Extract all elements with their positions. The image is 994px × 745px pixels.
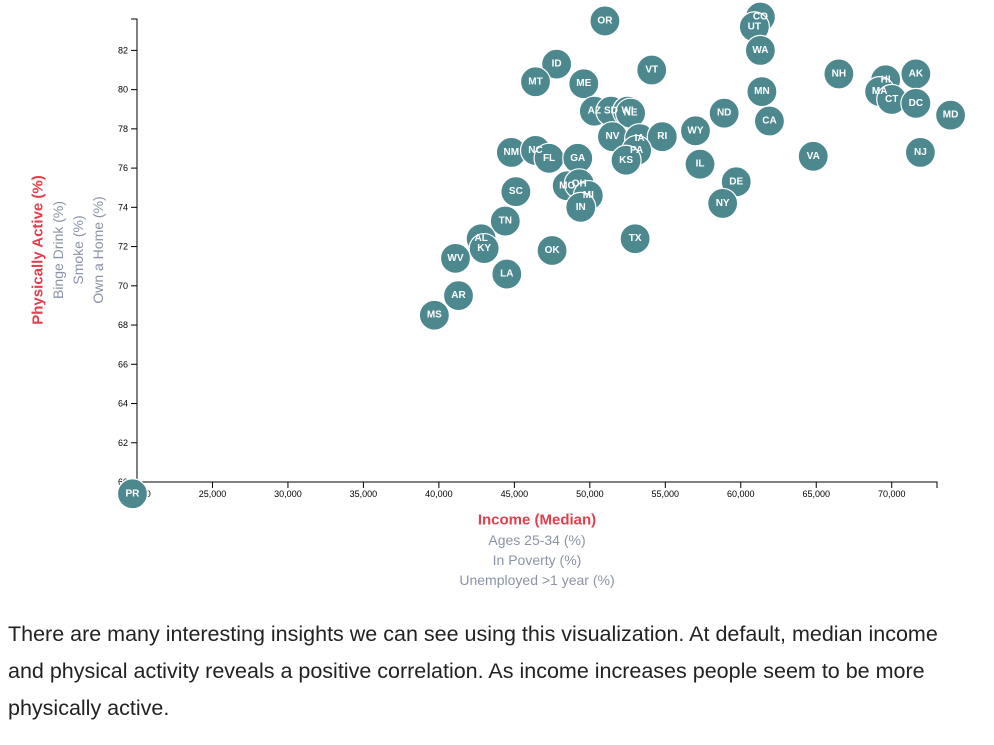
state-dot-pr[interactable]	[116, 478, 149, 510]
state-dot-fl[interactable]	[533, 142, 565, 174]
y-tick-label: 82	[118, 45, 128, 55]
state-dot-vt[interactable]	[636, 54, 668, 86]
y-axis-option-2[interactable]: Binge Drink (%)	[50, 201, 66, 299]
state-dot-ca[interactable]	[753, 105, 786, 137]
x-axis-option-1[interactable]: Income (Median)	[478, 512, 596, 529]
y-tick: 68	[118, 320, 137, 330]
x-tick: 65,000	[802, 482, 830, 499]
x-tick-label: 45,000	[501, 489, 529, 499]
y-tick: 62	[118, 438, 137, 448]
state-dot-ri[interactable]	[646, 121, 678, 153]
state-dot-sc[interactable]	[500, 176, 532, 208]
x-axis: 20,00025,00030,00035,00040,00045,00050,0…	[123, 481, 938, 499]
y-axis-label-group: Physically Active (%) Binge Drink (%) Smok…	[30, 175, 107, 325]
x-tick-label: 55,000	[652, 489, 680, 499]
state-dot-tn[interactable]	[489, 205, 521, 237]
x-tick: 25,000	[199, 482, 227, 499]
state-dot-ny[interactable]	[707, 187, 739, 220]
x-tick-label: 40,000	[425, 489, 453, 499]
data-points	[116, 1, 967, 510]
x-tick: 50,000	[576, 482, 604, 499]
state-dot-mn[interactable]	[746, 75, 778, 108]
x-tick-label: 60,000	[727, 489, 755, 499]
state-dot-me[interactable]	[568, 68, 600, 100]
y-tick-label: 66	[118, 359, 128, 369]
x-tick: 40,000	[425, 482, 453, 499]
x-axis-option-3[interactable]: In Poverty (%)	[493, 552, 582, 568]
y-tick: 78	[118, 124, 137, 134]
y-tick-label: 70	[118, 281, 128, 291]
state-dot-ms[interactable]	[418, 299, 450, 331]
y-tick-label: 74	[118, 202, 128, 212]
y-tick: 76	[118, 163, 137, 173]
x-tick-label: 35,000	[350, 489, 378, 499]
x-axis-option-4[interactable]: Unemployed >1 year (%)	[459, 572, 614, 588]
state-dot-id[interactable]	[541, 48, 573, 80]
x-tick-label: 65,000	[802, 489, 830, 499]
x-tick-label: 30,000	[274, 489, 302, 499]
y-tick: 72	[118, 242, 137, 252]
y-tick: 74	[118, 202, 137, 212]
x-tick: 60,000	[727, 482, 755, 499]
y-tick-label: 62	[118, 438, 128, 448]
state-dot-wy[interactable]	[679, 115, 712, 147]
y-axis: 606264666870727476788082	[118, 18, 138, 487]
y-tick-label: 72	[118, 242, 128, 252]
x-tick-label: 25,000	[199, 489, 227, 499]
y-axis-option-3[interactable]: Smoke (%)	[70, 215, 86, 284]
state-dot-dc[interactable]	[900, 87, 932, 119]
x-tick: 45,000	[501, 482, 529, 499]
x-tick-label: 70,000	[878, 489, 906, 499]
x-tick: 35,000	[350, 482, 378, 499]
state-dot-il[interactable]	[684, 148, 716, 180]
x-tick-label: 50,000	[576, 489, 604, 499]
x-tick: 55,000	[652, 482, 680, 499]
state-dot-la[interactable]	[491, 258, 523, 290]
state-dot-in[interactable]	[565, 191, 597, 223]
y-tick: 66	[118, 359, 137, 369]
y-tick: 80	[118, 85, 137, 95]
x-axis-label-group: Income (Median) Ages 25-34 (%) In Poverty …	[459, 512, 614, 589]
state-dot-ks[interactable]	[610, 144, 642, 176]
state-dot-md[interactable]	[934, 99, 967, 131]
x-axis-line	[136, 481, 938, 488]
description-text: There are many interesting insights we c…	[8, 622, 938, 720]
state-dot-mt[interactable]	[519, 66, 552, 98]
state-dot-or[interactable]	[589, 5, 621, 37]
state-dot-nj[interactable]	[904, 136, 936, 169]
x-tick: 30,000	[274, 482, 302, 499]
y-tick-label: 76	[118, 163, 128, 173]
state-dot-nd[interactable]	[708, 97, 740, 129]
x-tick: 70,000	[878, 482, 906, 499]
state-dot-wv[interactable]	[439, 242, 472, 274]
state-dot-tx[interactable]	[619, 223, 651, 255]
state-dot-ak[interactable]	[900, 58, 932, 90]
y-tick-label: 78	[118, 124, 128, 134]
y-tick-label: 68	[118, 320, 128, 330]
y-axis-line	[131, 18, 138, 483]
state-dot-wa[interactable]	[744, 34, 776, 66]
y-tick-label: 80	[118, 85, 128, 95]
state-dot-ar[interactable]	[442, 280, 475, 312]
y-axis-option-4[interactable]: Own a Home (%)	[90, 196, 106, 303]
y-axis-option-1[interactable]: Physically Active (%)	[30, 175, 47, 325]
state-dot-nh[interactable]	[823, 58, 855, 90]
x-axis-option-2[interactable]: Ages 25-34 (%)	[488, 532, 585, 548]
state-dot-ky[interactable]	[468, 232, 500, 265]
state-dot-ok[interactable]	[536, 234, 568, 267]
y-tick: 70	[118, 281, 137, 291]
y-tick-label: 64	[118, 399, 128, 409]
y-tick: 82	[118, 45, 137, 55]
state-dot-va[interactable]	[797, 140, 829, 172]
scatter-chart: 606264666870727476788082 20,00025,00030,…	[30, 1, 967, 589]
y-tick: 64	[118, 399, 137, 409]
